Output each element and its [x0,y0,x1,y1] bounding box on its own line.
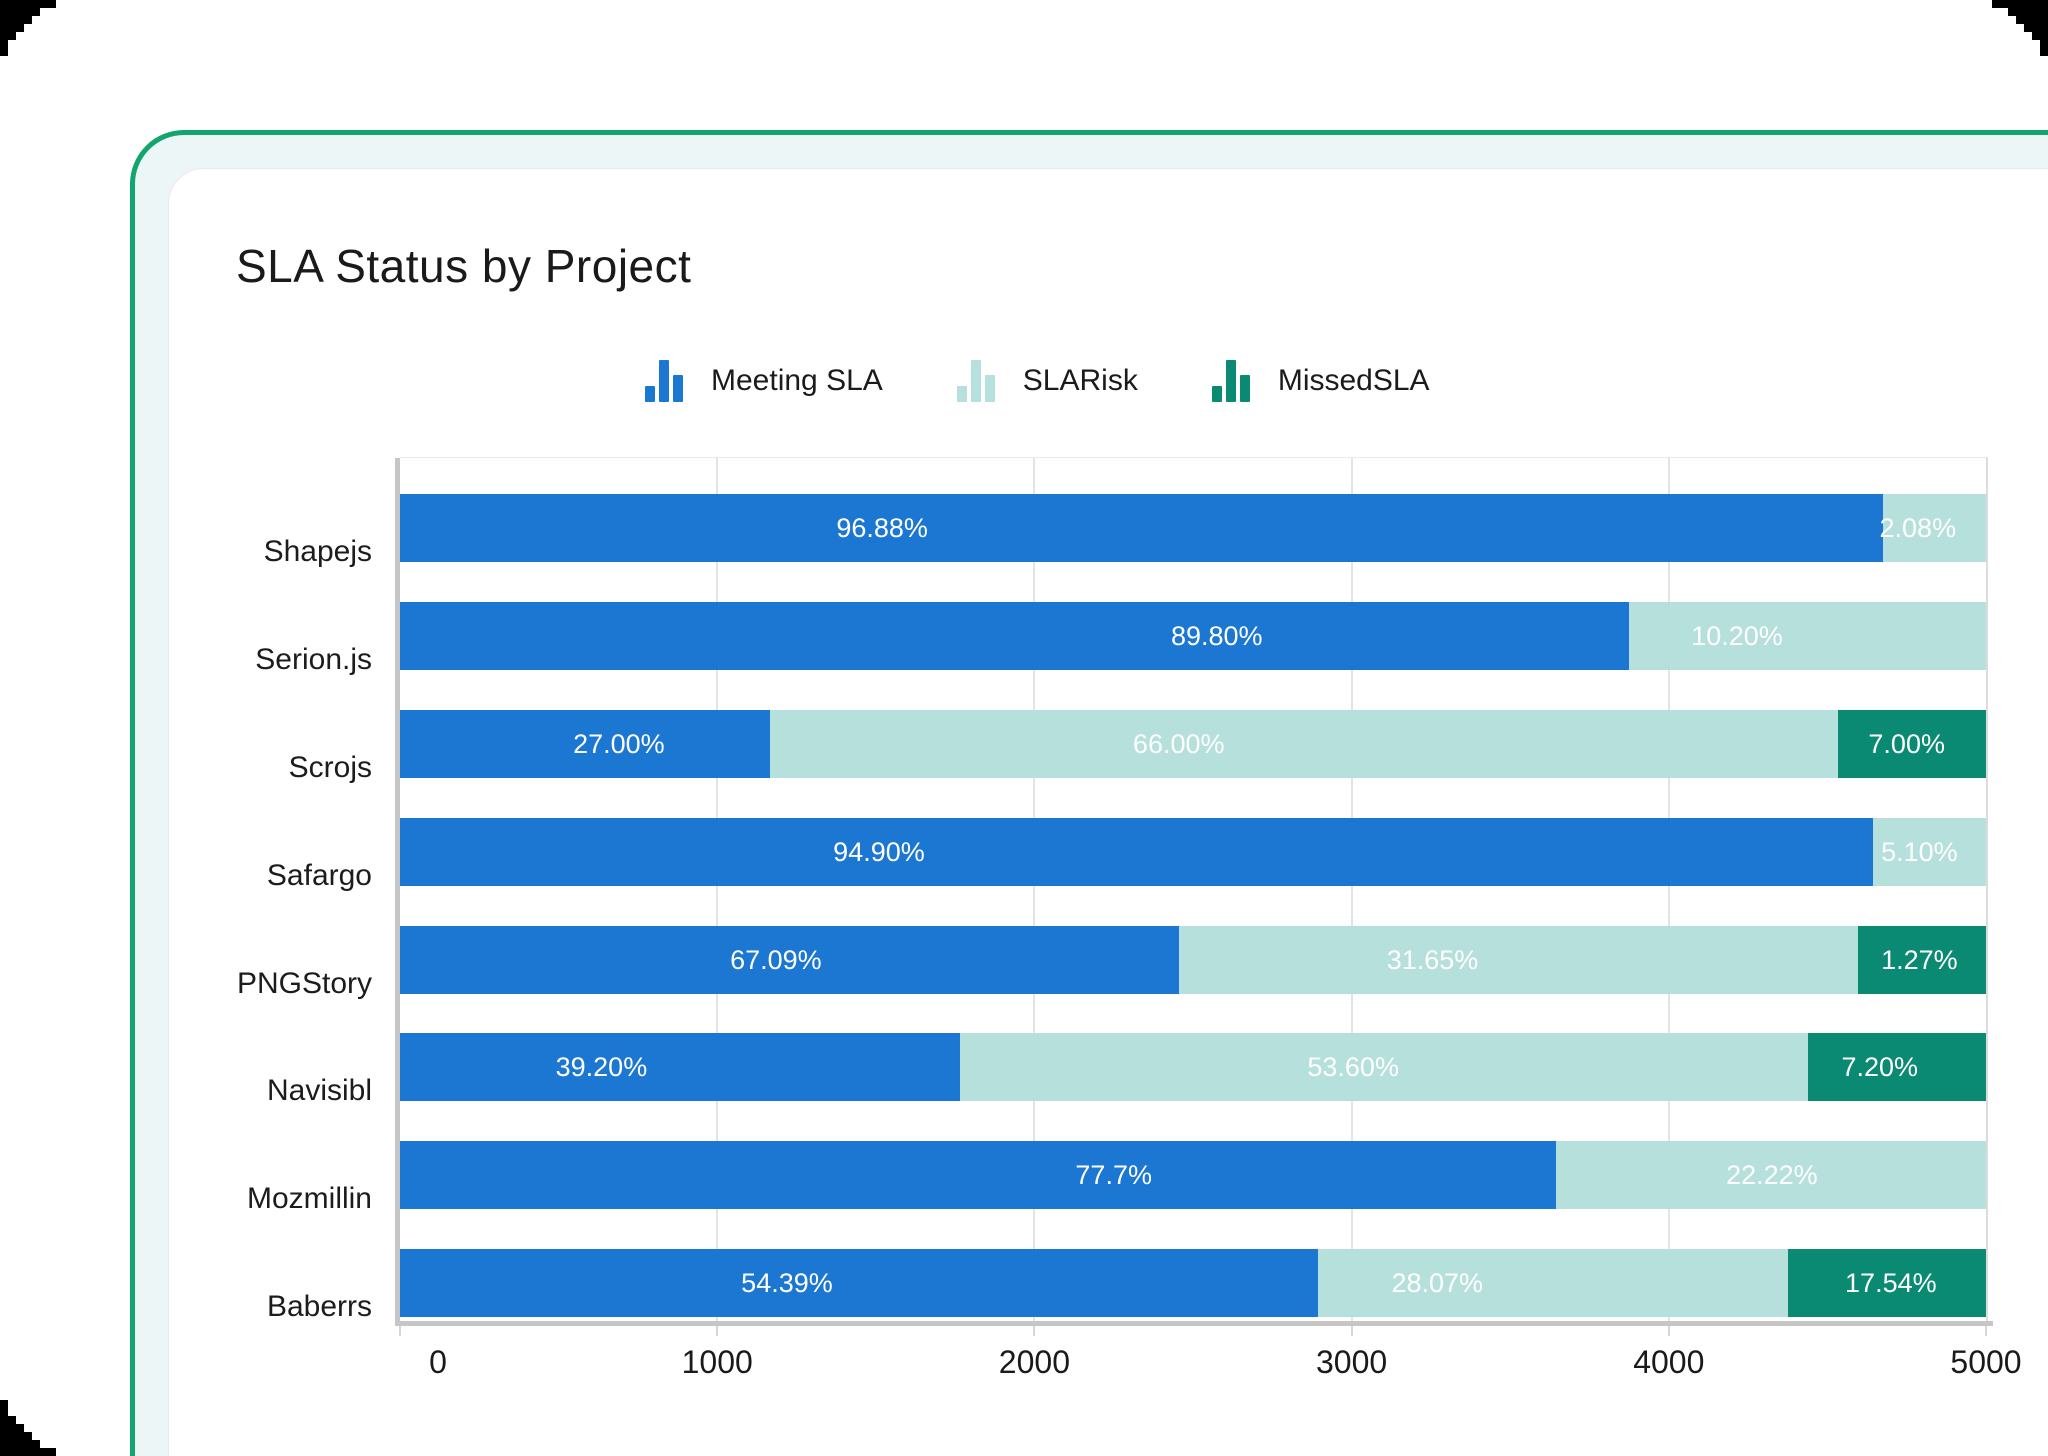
gridline [1667,458,1670,1321]
chart-legend: Meeting SLA SLARisk MissedSLA [645,360,1430,402]
x-tick-label: 2000 [998,1344,1070,1380]
bar-segment-meeting[interactable] [400,709,770,778]
x-tick-mark [1350,1326,1353,1336]
bar-segment-meeting[interactable] [400,817,1874,886]
category-label: Scrojs [288,750,372,784]
bar-segment-label: 67.09% [730,944,822,975]
bar-chart-icon [1211,360,1262,402]
bar-segment-label: 7.20% [1841,1052,1919,1083]
x-tick-mark [399,1326,401,1336]
chart-row: Navisibl 39.20% 53.60% 7.20% [267,997,1986,1107]
x-axis-line [395,1321,1993,1326]
x-tick-label: 5000 [1950,1344,2022,1380]
legend-label: Meeting SLA [711,364,883,397]
category-label: Serion.js [255,642,372,676]
bar-track [400,601,1986,670]
bar-segment-meeting[interactable] [400,1033,960,1102]
x-tick-mark [1985,1326,1987,1336]
chart-row: Safargo 94.90% 5.10% [267,782,1986,892]
bar-segment-label: 5.10% [1881,836,1958,867]
x-tick-mark [1667,1326,1670,1336]
legend-item-meeting-sla[interactable]: Meeting SLA [645,360,883,402]
bar-segment-label: 96.88% [836,513,928,543]
x-tick-label: 1000 [681,1344,753,1380]
bar-segment-meeting[interactable] [400,1141,1557,1210]
chart-row: Scrojs 27.00% 66.00% 7.00% [289,674,1986,784]
bar-segment-missed[interactable] [1808,1033,1986,1102]
category-label: Navisibl [266,1074,372,1108]
bar-segment-label: 17.54% [1845,1268,1937,1299]
x-tick-label: 0 [429,1344,447,1380]
category-label: Baberrs [266,1290,372,1324]
bar-segment-label: 28.07% [1391,1268,1484,1299]
screen-corner-top-right [1992,0,2048,56]
category-label: Shapejs [263,535,372,568]
bar-track [400,817,1986,886]
bar-segment-risk[interactable] [959,1033,1809,1102]
bar-chart-icon [645,360,695,402]
bar-segment-label: 77.7% [1075,1160,1152,1191]
chart-row: Mozmillin 77.7% 22.22% [247,1105,1986,1215]
bar-track [400,925,1986,994]
legend-item-slarisk[interactable]: SLARisk [956,360,1138,402]
card-inner [168,168,2048,1456]
x-tick-label: 3000 [1316,1344,1388,1380]
bar-track [400,1033,1986,1102]
chart-title: SLA Status by Project [236,240,692,292]
bar-track [400,709,1986,778]
bar-segment-label: 1.27% [1881,944,1958,975]
bar-segment-label: 2.08% [1879,513,1957,543]
gridline [1350,458,1353,1321]
bar-track [400,494,1986,562]
bar-segment-risk[interactable] [769,709,1839,778]
bar-chart-icon [956,360,1007,402]
bar-segment-risk[interactable] [1556,1141,1986,1210]
category-label: Safargo [266,858,372,892]
gridline [1033,458,1036,1321]
category-label: Mozmillin [246,1182,372,1216]
gridline [716,458,719,1321]
screen-corner-top-left [0,0,56,56]
chart-row: Shapejs 96.88% 2.08% [264,458,1986,568]
y-axis-line [395,458,400,1326]
bar-segment-missed[interactable] [1838,709,1986,778]
bar-track [400,1141,1986,1210]
bar-segment-label: 31.65% [1386,944,1479,975]
bar-segment-label: 39.20% [555,1052,648,1083]
screen-corner-bottom-left [0,1400,56,1456]
bar-segment-label: 53.60% [1307,1052,1399,1083]
bar-segment-meeting[interactable] [400,925,1179,994]
bar-segment-risk[interactable] [1318,1249,1788,1318]
bar-segment-label: 10.20% [1691,620,1783,651]
bar-segment-risk[interactable] [1882,494,1986,562]
legend-label: MissedSLA [1277,364,1430,397]
bar-segment-missed[interactable] [1857,925,1986,994]
chart-row: PNGStory 67.09% 31.65% 1.27% [237,890,1986,1000]
bar-segment-meeting[interactable] [400,601,1630,670]
chart-row: Baberrs 54.39% 28.07% 17.54% [267,1213,1986,1323]
chart-row: Serion.js 89.80% 10.20% [255,566,1986,676]
legend-label: SLARisk [1022,364,1138,397]
bar-segment-label: 66.00% [1132,728,1225,759]
x-tick-mark [716,1326,719,1336]
bar-segment-meeting[interactable] [400,1249,1319,1318]
bar-segment-label: 22.22% [1726,1160,1818,1191]
x-tick-label: 4000 [1633,1344,1705,1380]
bar-segment-label: 89.80% [1170,620,1263,651]
bar-segment-label: 54.39% [741,1268,833,1299]
bar-segment-missed[interactable] [1787,1249,1986,1318]
bar-segment-label: 94.90% [833,836,925,867]
x-tick-mark [1033,1326,1036,1336]
category-label: PNGStory [236,966,372,1000]
bar-segment-risk[interactable] [1629,601,1986,670]
plot-area: Shapejs 96.88% 2.08% Serion.js 89.80% 10.20% S… [237,457,2022,1380]
bar-track [400,1249,1986,1318]
bar-segment-risk[interactable] [1178,925,1858,994]
bar-segment-risk[interactable] [1873,817,1986,886]
legend-item-missedsla[interactable]: MissedSLA [1211,360,1430,402]
bar-segment-label: 27.00% [573,728,665,759]
bar-segment-meeting[interactable] [400,494,1883,562]
bar-segment-label: 7.00% [1868,728,1945,759]
